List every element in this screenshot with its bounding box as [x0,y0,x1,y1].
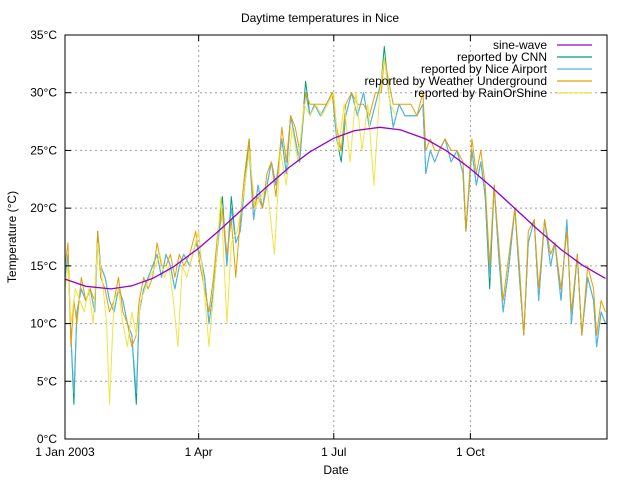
x-axis-label: Date [323,463,349,477]
legend-label: reported by Weather Underground [364,74,547,88]
series-line-reported-by-weather-underground [64,57,606,348]
y-axis-label: Temperature (°C) [5,191,19,283]
x-tick-label: 1 Apr [185,445,213,459]
legend-label: sine-wave [493,38,547,52]
x-tick-label: 1 Jan 2003 [35,445,95,459]
y-tick-label: 15°C [30,259,57,273]
x-tick-label: 1 Jul [321,445,346,459]
series-line-reported-by-rainorshine [64,57,397,405]
legend-label: reported by Nice Airport [421,62,548,76]
y-tick-label: 20°C [30,201,57,215]
x-tick-label: 1 Oct [456,445,485,459]
y-tick-label: 25°C [30,143,57,157]
y-tick-label: 10°C [30,317,57,331]
series-line-sine-wave [64,126,606,290]
y-tick-label: 0°C [37,432,57,446]
y-tick-label: 35°C [30,28,57,42]
axis-ticks: 0°C 5°C 10°C 15°C 20°C 25°C 30°C 35°C 1 Jan 2003… [30,28,607,459]
y-tick-label: 30°C [30,86,57,100]
chart-title: Daytime temperatures in Nice [241,11,399,25]
series-layer [64,46,606,405]
y-tick-label: 5°C [37,374,57,388]
plot-border [64,34,608,440]
legend-label: reported by CNN [457,50,547,64]
legend-label: reported by RainOrShine [414,86,547,100]
